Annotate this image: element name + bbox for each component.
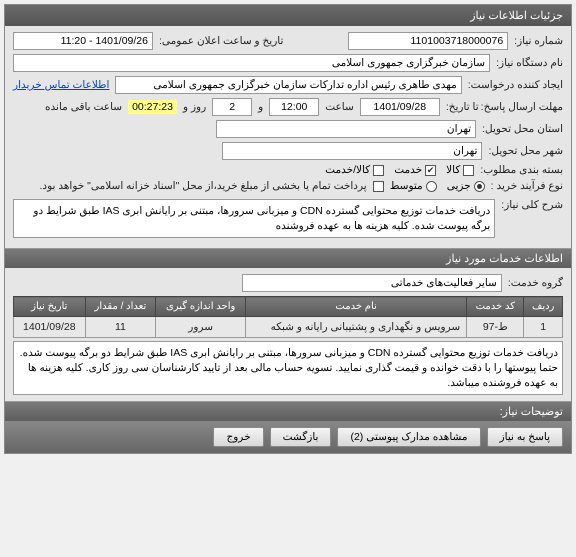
days-value: 2 <box>212 98 252 116</box>
announce-field: 1401/09/26 - 11:20 <box>13 32 153 50</box>
cell-idx: 1 <box>524 317 563 338</box>
proc-note-check[interactable] <box>373 181 384 192</box>
footer-desc-header: توضیحات نیاز: <box>5 401 571 421</box>
col-name: نام خدمت <box>246 297 467 317</box>
respond-button[interactable]: پاسخ به نیاز <box>487 427 563 447</box>
process-group: جزیی متوسط <box>390 180 485 192</box>
deadline-time: 12:00 <box>269 98 319 116</box>
exit-button[interactable]: خروج <box>213 427 263 447</box>
city-field: تهران <box>222 142 482 160</box>
requester-field: مهدی طاهری رئیس اداره تدارکات سازمان خبر… <box>115 76 461 94</box>
day-label: روز و <box>183 101 206 113</box>
header-form: شماره نیاز: 1101003718000076 تاریخ و ساع… <box>5 26 571 248</box>
service-group-label: گروه خدمت: <box>508 277 563 289</box>
service-group-field: سایر فعالیت‌های خدماتی <box>242 274 502 292</box>
need-number-field: 1101003718000076 <box>348 32 508 50</box>
need-number-label: شماره نیاز: <box>514 35 563 47</box>
col-qty: تعداد / مقدار <box>85 297 156 317</box>
table-desc-box: دریافت خدمات توزیع محتوایی گسترده CDN و … <box>13 341 563 395</box>
deadline-label: مهلت ارسال پاسخ: <box>481 101 563 113</box>
contact-link[interactable]: اطلاعات تماس خریدار <box>13 79 109 91</box>
cell-unit: سرور <box>156 317 246 338</box>
table-row[interactable]: 1 ط-97 سرویس و نگهداری و پشتیبانی رایانه… <box>14 317 563 338</box>
table-header-row: ردیف کد خدمت نام خدمت واحد اندازه گیری ت… <box>14 297 563 317</box>
details-window: جزئیات اطلاعات نیاز شماره نیاز: 11010037… <box>4 4 572 454</box>
window-title-bar: جزئیات اطلاعات نیاز <box>5 5 571 26</box>
proc-partial[interactable]: جزیی <box>447 180 485 192</box>
services-section-header: اطلاعات خدمات مورد نیاز <box>5 248 571 268</box>
and-label: و <box>258 101 263 113</box>
pack-good[interactable]: کالا <box>446 164 474 176</box>
services-table: ردیف کد خدمت نام خدمت واحد اندازه گیری ت… <box>13 296 563 338</box>
package-label: بسته بندی مطلوب: <box>480 164 563 176</box>
device-name-field: سازمان خبرگزاری جمهوری اسلامی <box>13 54 490 72</box>
time-label: ساعت <box>325 101 354 113</box>
city-label: شهر محل تحویل: <box>488 145 563 157</box>
announce-label: تاریخ و ساعت اعلان عمومی: <box>159 35 283 47</box>
col-row: ردیف <box>524 297 563 317</box>
device-name-label: نام دستگاه نیاز: <box>496 57 563 69</box>
pack-both[interactable]: کالا/خدمت <box>325 164 384 176</box>
countdown: 00:27:23 <box>128 100 177 114</box>
package-group: کالا خدمت کالا/خدمت <box>325 164 474 176</box>
cell-qty: 11 <box>85 317 156 338</box>
pack-service[interactable]: خدمت <box>394 164 436 176</box>
cell-name: سرویس و نگهداری و پشتیبانی رایانه و شبکه <box>246 317 467 338</box>
cell-code: ط-97 <box>467 317 524 338</box>
attachments-button[interactable]: مشاهده مدارک پیوستی (2) <box>337 427 480 447</box>
window-title: جزئیات اطلاعات نیاز <box>470 10 563 22</box>
back-button[interactable]: بازگشت <box>270 427 332 447</box>
proc-note: پرداخت تمام یا بخشی از مبلغ خرید،از محل … <box>13 180 367 192</box>
col-unit: واحد اندازه گیری <box>156 297 246 317</box>
keywords-text: دریافت خدمات توزیع محتوایی گسترده CDN و … <box>13 199 495 238</box>
requester-label: ایجاد کننده درخواست: <box>468 79 563 91</box>
button-bar: پاسخ به نیاز مشاهده مدارک پیوستی (2) باز… <box>5 421 571 453</box>
proc-medium[interactable]: متوسط <box>390 180 437 192</box>
province-field: تهران <box>216 120 476 138</box>
remain-label: ساعت باقی مانده <box>45 101 122 113</box>
deadline-date: 1401/09/28 <box>360 98 440 116</box>
keywords-label: شرح کلی نیاز: <box>501 196 563 211</box>
process-label: نوع فرآیند خرید : <box>491 180 563 192</box>
services-form: گروه خدمت: سایر فعالیت‌های خدماتی ردیف ک… <box>5 268 571 401</box>
cell-date: 1401/09/28 <box>14 317 86 338</box>
to-date-label: تا تاریخ: <box>446 101 479 113</box>
province-label: استان محل تحویل: <box>482 123 563 135</box>
col-date: تاریخ نیاز <box>14 297 86 317</box>
col-code: کد خدمت <box>467 297 524 317</box>
